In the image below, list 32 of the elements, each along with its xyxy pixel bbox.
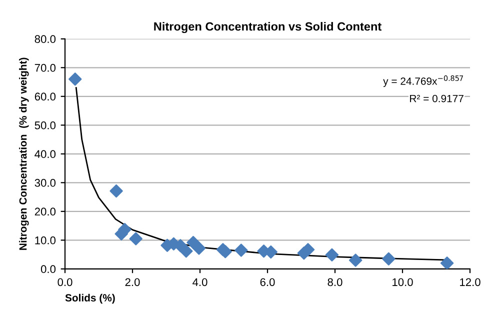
point bbox=[110, 184, 123, 198]
y-tick-label: 60.0 bbox=[34, 92, 56, 101]
point bbox=[325, 248, 339, 262]
x-axis-title: Solids (%) bbox=[65, 294, 115, 304]
y-tick-label: 70.0 bbox=[34, 64, 56, 72]
point bbox=[218, 245, 232, 258]
y-tick-label: 10.0 bbox=[35, 236, 56, 244]
y-tick-label: 30.0 bbox=[34, 178, 56, 187]
point bbox=[180, 244, 193, 258]
y-tick-label: 50.0 bbox=[34, 121, 56, 130]
x-tick-label: 8.0 bbox=[328, 278, 342, 286]
y-tick-label: 80.0 bbox=[34, 35, 56, 44]
annotation: R² = 0.9177 bbox=[410, 94, 464, 102]
x-tick-label: 2.0 bbox=[125, 278, 140, 286]
y-tick-label: 0.0 bbox=[40, 265, 56, 274]
annotation: y = 24.769x$^{−0.857}$ bbox=[383, 75, 463, 87]
y-tick-label: 40.0 bbox=[34, 150, 56, 158]
point bbox=[440, 256, 454, 269]
x-tick-label: 10.0 bbox=[392, 278, 413, 286]
chart-title: Nitrogen Concentration vs Solid Content bbox=[154, 22, 382, 34]
point bbox=[234, 244, 248, 257]
y-tick-label: 20.0 bbox=[34, 208, 56, 216]
point bbox=[192, 242, 206, 255]
x-tick-label: 12.0 bbox=[460, 278, 480, 286]
y-axis-title: Nitrogen Concentration (% dry weight) bbox=[19, 58, 29, 250]
x-tick-label: 0.0 bbox=[58, 278, 72, 286]
point bbox=[68, 72, 82, 86]
point bbox=[129, 232, 142, 246]
point bbox=[349, 254, 362, 267]
x-tick-label: 4.0 bbox=[192, 278, 208, 286]
x-tick-label: 6.0 bbox=[260, 278, 275, 286]
point bbox=[382, 252, 396, 266]
